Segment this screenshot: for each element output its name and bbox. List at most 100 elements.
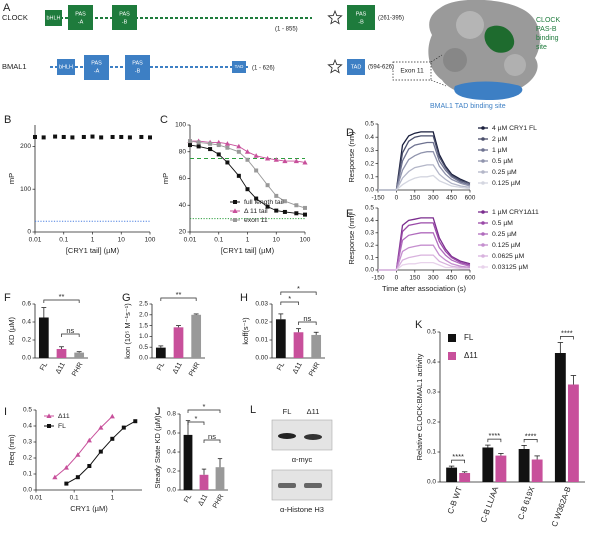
bar	[56, 349, 67, 358]
structure-texture	[504, 54, 526, 76]
x-tick-label: 10	[273, 237, 281, 244]
legend-swatch	[481, 181, 485, 185]
blot-band	[304, 483, 322, 488]
legend-label: FL	[464, 333, 474, 342]
significance-bracket	[523, 439, 538, 443]
legend-label: 0.0625 µM	[492, 253, 525, 260]
range-label: (1 - 855)	[275, 27, 298, 33]
significance-bracket	[43, 299, 80, 303]
significance-bracket	[298, 321, 317, 325]
data-point	[127, 135, 132, 140]
y-tick-label: 0.02	[255, 319, 268, 326]
y-axis-label: Relative CLOCK:BMAL1 activity	[415, 353, 424, 460]
structure-texture	[456, 11, 484, 39]
y-tick-label: 0.6	[167, 430, 176, 437]
significance-label: ns	[303, 314, 311, 323]
data-point	[236, 173, 241, 178]
y-tick-label: 20	[179, 229, 187, 236]
y-tick-label: 100	[20, 186, 31, 193]
data-point	[265, 183, 270, 188]
x-tick-label: FL	[183, 493, 193, 504]
x-axis-label: CRY1 (µM)	[70, 504, 108, 513]
data-point	[98, 425, 104, 430]
exon-box	[392, 61, 432, 81]
data-point	[188, 143, 192, 148]
range-label: (594-626)	[368, 65, 394, 71]
y-tick-label: 1.0	[139, 333, 148, 340]
x-tick-label: PHR	[71, 361, 84, 377]
y-tick-label: 0.0	[139, 355, 148, 362]
data-point	[254, 196, 259, 201]
x-tick-label: 100	[300, 237, 311, 244]
legend-swatch	[233, 200, 237, 204]
significance-label: **	[176, 290, 182, 299]
y-tick-label: 0.2	[167, 468, 176, 475]
structure-texture	[443, 48, 467, 72]
legend-swatch	[481, 148, 485, 152]
blot-band	[304, 434, 322, 440]
data-point	[274, 208, 279, 213]
y-tick-label: 0.4	[167, 449, 176, 456]
data-point	[75, 452, 81, 457]
significance-label: **	[59, 292, 65, 301]
y-tick-label: 0.2	[365, 160, 374, 167]
bar	[74, 352, 85, 358]
y-tick-label: 100	[175, 122, 186, 129]
legend-swatch	[481, 232, 485, 236]
domain-box	[45, 10, 62, 26]
domain-box	[347, 5, 375, 30]
legend-label: Δ 11 tail	[244, 208, 268, 215]
data-point	[245, 187, 250, 192]
x-tick-label: PHR	[212, 493, 225, 509]
protein-name: CLOCK	[2, 13, 28, 22]
y-tick-label: 0.01	[255, 337, 268, 344]
data-line	[378, 141, 471, 191]
y-tick-label: 200	[20, 143, 31, 150]
x-tick-label: 150	[409, 195, 420, 202]
legend-swatch	[46, 413, 52, 418]
data-point	[90, 134, 95, 139]
x-tick-label: 10	[118, 237, 126, 244]
bar	[495, 455, 507, 482]
data-point	[282, 209, 287, 214]
protein-name: BMAL1	[2, 62, 27, 71]
y-tick-label: 0.2	[23, 455, 32, 462]
y-axis-label: mP	[161, 173, 170, 184]
data-point	[70, 135, 75, 140]
bar	[215, 467, 225, 490]
panel-label: L	[250, 404, 256, 416]
y-tick-label: 1.5	[139, 322, 148, 329]
binding-site	[454, 81, 523, 100]
data-line	[378, 164, 471, 191]
data-point	[87, 464, 92, 468]
bar	[311, 334, 322, 358]
panel-label: G	[122, 292, 131, 304]
y-tick-label: 0.4	[365, 217, 374, 224]
y-tick-label: 40	[179, 202, 187, 209]
x-tick-label: 0.01	[30, 495, 43, 502]
y-tick-label: 0.8	[167, 411, 176, 418]
x-tick-label: Δ11	[197, 493, 209, 507]
legend-label: 1 µM CRY1Δ11	[492, 209, 539, 216]
bar	[518, 449, 530, 482]
legend-label: 0.25 µM	[492, 231, 517, 238]
domain-label: PAS	[356, 11, 367, 17]
significance-bracket	[203, 439, 221, 443]
data-point	[119, 134, 124, 139]
y-axis-label: Response (nm)	[347, 131, 356, 183]
legend-swatch	[481, 243, 485, 247]
x-tick-label: 1	[91, 237, 95, 244]
data-point	[264, 155, 271, 161]
legend-label: 0.03125 µM	[492, 264, 528, 271]
range-label: (261-395)	[378, 16, 404, 22]
data-point	[208, 141, 213, 146]
significance-bracket	[560, 336, 574, 340]
data-point	[196, 140, 201, 145]
x-tick-label: 0.1	[70, 495, 79, 502]
x-tick-label: C W362A-B	[550, 485, 573, 528]
x-tick-label: 450	[446, 275, 457, 282]
domain-box	[125, 55, 150, 80]
legend-swatch	[481, 254, 485, 258]
x-axis-label: [CRY1 tail] (µM)	[221, 246, 275, 255]
x-tick-label: 0.1	[214, 237, 223, 244]
